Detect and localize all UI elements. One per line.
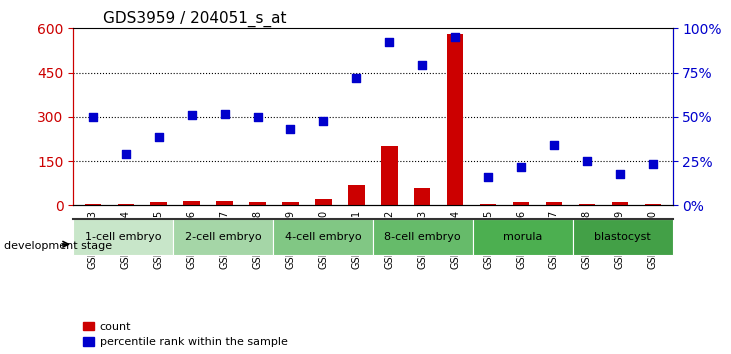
- Point: [251, 114, 263, 120]
- Bar: [480, 204, 496, 205]
- Bar: [579, 204, 595, 205]
- Point: [186, 113, 197, 118]
- Text: development stage: development stage: [4, 241, 112, 251]
- Point: [317, 118, 329, 124]
- Bar: [249, 202, 266, 205]
- Point: [219, 111, 230, 117]
- Bar: [173, 219, 273, 255]
- Text: 8-cell embryo: 8-cell embryo: [385, 232, 461, 242]
- Bar: [216, 201, 233, 205]
- Point: [548, 142, 560, 148]
- Point: [284, 126, 296, 131]
- Point: [482, 175, 494, 180]
- Point: [120, 151, 132, 156]
- Point: [87, 114, 99, 120]
- Text: 1-cell embryo: 1-cell embryo: [85, 232, 162, 242]
- Point: [647, 161, 659, 167]
- Bar: [572, 219, 673, 255]
- Point: [515, 164, 527, 170]
- Bar: [348, 185, 365, 205]
- Bar: [546, 202, 562, 205]
- Bar: [473, 219, 572, 255]
- Bar: [373, 219, 473, 255]
- Bar: [645, 204, 661, 205]
- Bar: [315, 199, 332, 205]
- Text: GDS3959 / 204051_s_at: GDS3959 / 204051_s_at: [103, 11, 287, 27]
- Text: morula: morula: [503, 232, 542, 242]
- Bar: [73, 219, 173, 255]
- Bar: [612, 202, 628, 205]
- Bar: [381, 146, 398, 205]
- Text: 2-cell embryo: 2-cell embryo: [185, 232, 261, 242]
- Bar: [151, 202, 167, 205]
- Bar: [183, 201, 200, 205]
- Point: [153, 135, 164, 140]
- Bar: [447, 34, 463, 205]
- Bar: [414, 188, 431, 205]
- Text: 4-cell embryo: 4-cell embryo: [284, 232, 361, 242]
- Bar: [118, 204, 134, 205]
- Text: blastocyst: blastocyst: [594, 232, 651, 242]
- Bar: [85, 204, 101, 205]
- Point: [614, 172, 626, 177]
- Bar: [512, 202, 529, 205]
- Legend: count, percentile rank within the sample: count, percentile rank within the sample: [79, 317, 292, 352]
- Point: [581, 158, 593, 164]
- Bar: [273, 219, 373, 255]
- Point: [350, 76, 362, 81]
- Bar: [282, 202, 299, 205]
- Point: [417, 62, 428, 68]
- Point: [384, 39, 395, 45]
- Point: [450, 34, 461, 40]
